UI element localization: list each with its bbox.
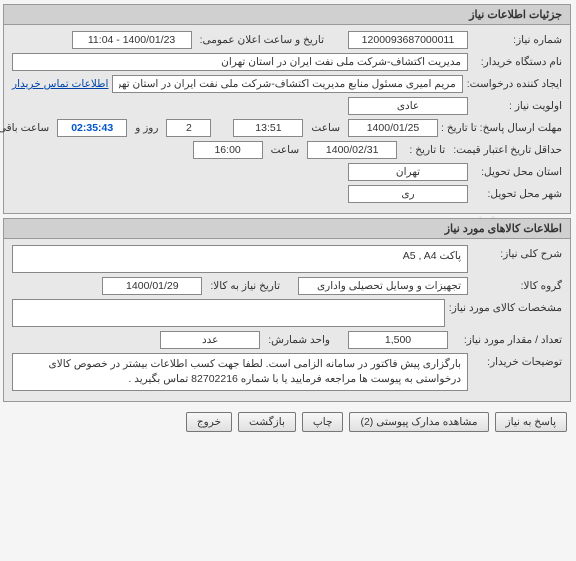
buyer-contact-link[interactable]: اطلاعات تماس خریدار	[13, 78, 109, 90]
buyer-notes-field: بارگزاری پیش فاکتور در سامانه الزامی است…	[13, 353, 469, 391]
public-announce-field	[73, 31, 193, 49]
goods-group-field	[299, 277, 469, 295]
need-number-label: شماره نیاز:	[473, 34, 563, 46]
goods-spec-field	[13, 299, 446, 327]
priority-field	[349, 97, 469, 115]
deadline-label: مهلت ارسال پاسخ: تا تاریخ :	[443, 122, 563, 134]
general-desc-label: شرح کلی نیاز:	[473, 245, 563, 260]
section1-header: جزئیات اطلاعات نیاز	[5, 5, 571, 25]
general-desc-field: پاکت A5 , A4	[13, 245, 469, 273]
deadline-time-field	[234, 119, 304, 137]
view-attachments-button[interactable]: مشاهده مدارک پیوستی (2)	[350, 412, 489, 432]
min-validity-date-field	[308, 141, 398, 159]
print-button[interactable]: چاپ	[303, 412, 345, 432]
quantity-field	[349, 331, 449, 349]
delivery-province-label: استان محل تحویل:	[473, 166, 563, 178]
section2-header: اطلاعات کالاهای مورد نیاز	[5, 219, 571, 239]
need-by-date-field	[103, 277, 203, 295]
deadline-time-label: ساعت	[312, 122, 341, 134]
days-remaining-field	[167, 119, 212, 137]
days-label: روز و	[136, 122, 159, 134]
remain-label: ساعت باقی مانده	[0, 122, 50, 134]
min-validity-date-label: تا تاریخ :	[406, 144, 446, 156]
timer-field	[58, 119, 128, 137]
delivery-city-label: شهر محل تحویل:	[473, 188, 563, 200]
unit-field	[161, 331, 261, 349]
respond-button[interactable]: پاسخ به نیاز	[496, 412, 568, 432]
goods-spec-label: مشخصات کالای مورد نیاز:	[450, 299, 563, 314]
public-announce-label: تاریخ و ساعت اعلان عمومی:	[201, 34, 325, 46]
action-button-row: پاسخ به نیاز مشاهده مدارک پیوستی (2) چاپ…	[0, 406, 576, 438]
need-details-section: جزئیات اطلاعات نیاز شماره نیاز: تاریخ و …	[4, 4, 572, 214]
exit-button[interactable]: خروج	[187, 412, 233, 432]
requester-field	[113, 75, 463, 93]
quantity-label: تعداد / مقدار مورد نیاز:	[453, 334, 563, 346]
min-validity-label: حداقل تاریخ اعتبار قیمت:	[454, 144, 563, 156]
min-validity-time-field	[194, 141, 264, 159]
priority-label: اولویت نیاز :	[473, 100, 563, 112]
goods-info-section: اطلاعات کالاهای مورد نیاز شرح کلی نیاز: …	[4, 218, 572, 402]
deadline-date-field	[349, 119, 439, 137]
need-by-date-label: تاریخ نیاز به کالا:	[211, 280, 281, 292]
delivery-city-field	[349, 185, 469, 203]
unit-label: واحد شمارش:	[269, 334, 331, 346]
requester-label: ایجاد کننده درخواست:	[468, 78, 563, 90]
buyer-device-label: نام دستگاه خریدار:	[473, 56, 563, 68]
delivery-province-field	[349, 163, 469, 181]
goods-group-label: گروه کالا:	[473, 280, 563, 292]
min-validity-time-label: ساعت	[272, 144, 301, 156]
buyer-notes-label: توضیحات خریدار:	[473, 353, 563, 368]
buyer-device-field	[13, 53, 469, 71]
back-button[interactable]: بازگشت	[239, 412, 297, 432]
need-number-field	[349, 31, 469, 49]
